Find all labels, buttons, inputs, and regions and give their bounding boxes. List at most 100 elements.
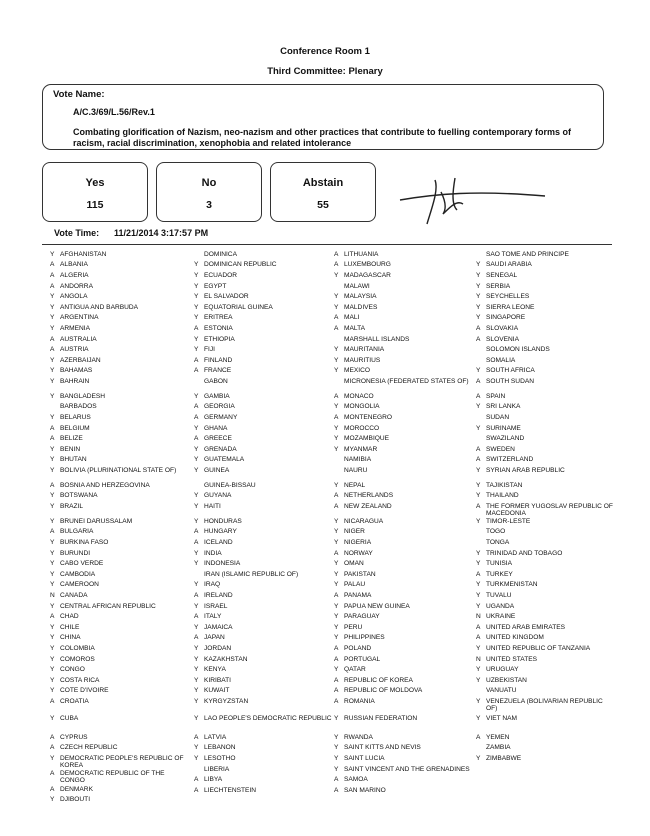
vote-mark: A [334,314,339,322]
vote-mark: Y [50,466,55,474]
country: FINLAND [204,356,233,364]
country: ALGERIA [60,271,89,279]
vote-row: SAO TOME AND PRINCIPE [476,250,614,261]
country: COMOROS [60,655,95,663]
country: SERBIA [486,282,511,290]
vote-mark: Y [194,623,199,631]
vote-mark-empty [194,572,204,581]
vote-mark-empty [476,540,486,549]
vote-mark: N [476,655,481,663]
vote-mark: Y [194,644,199,652]
vote-row: Y KAZAKHSTAN [194,655,332,666]
vote-row: A DEMOCRATIC REPUBLIC OF THE CONGO [50,770,188,785]
vote-mark: Y [194,676,199,684]
vote-mark: Y [334,271,339,279]
vote-mark: Y [334,528,339,536]
vote-row: A AUSTRIA [50,345,188,356]
signature [399,177,546,225]
vote-column: A LATVIA Y LEBANON Y LESOTHO LIBERIA A LIBYA A LIE… [194,733,332,797]
vote-mark: Y [194,271,199,279]
country: BELARUS [60,413,91,421]
vote-row: Y BENIN [50,445,188,456]
vote-mark: A [334,250,339,258]
vote-mark: Y [476,293,481,301]
vote-row: A CHAD [50,612,188,623]
vote-mark: Y [50,367,55,375]
vote-mark: A [50,346,55,354]
vote-mark: A [50,271,55,279]
country: NEPAL [344,481,366,489]
vote-mark: Y [194,293,199,301]
vote-row: A LITHUANIA [334,250,472,261]
vote-row: A PORTUGAL [334,655,472,666]
vote-mark: Y [50,714,55,722]
vote-row: Y SRI LANKA [476,403,614,414]
country: BURKINA FASO [60,538,109,546]
vote-mark: Y [50,303,55,311]
vote-mark-empty [194,379,204,388]
country: ZAMBIA [486,744,511,752]
country: SOMALIA [486,356,516,364]
vote-row: Y NICARAGUA [334,517,472,528]
country: TRINIDAD AND TOBAGO [486,549,563,557]
vote-row: Y BRAZIL [50,502,188,513]
vote-mark: Y [334,634,339,642]
vote-mark: Y [476,271,481,279]
vote-row: A BOSNIA AND HERZEGOVINA [50,481,188,492]
vote-mark: Y [476,492,481,500]
vote-row: N CANADA [50,591,188,602]
vote-row: Y GHANA [194,424,332,435]
country: GREECE [204,435,232,443]
count-label: No [201,177,217,189]
vote-row: Y TAJIKISTAN [476,481,614,492]
vote-row: Y CAMEROON [50,581,188,592]
vote-row: Y JORDAN [194,644,332,655]
vote-row: A ICELAND [194,538,332,549]
vote-row: Y ECUADOR [194,271,332,282]
vote-row: Y KENYA [194,665,332,676]
vote-mark: A [476,377,481,385]
vote-row: A SWITZERLAND [476,456,614,467]
vote-name-label: Vote Name: [53,89,105,100]
country: KYRGYZSTAN [204,697,249,705]
vote-row: VANUATU [476,687,614,698]
vote-mark: Y [476,481,481,489]
vote-mark: N [476,613,481,621]
country: PAKISTAN [344,570,376,578]
country: SENEGAL [486,271,518,279]
vote-row: Y MYANMAR [334,445,472,456]
vote-row: Y MALDIVES [334,303,472,314]
vote-row: A ESTONIA [194,324,332,335]
vote-mark: Y [194,314,199,322]
country: LUXEMBOURG [344,261,391,269]
vote-mark: A [334,644,339,652]
vote-row: Y OMAN [334,559,472,570]
country: PAPUA NEW GUINEA [344,602,410,610]
country: LIBERIA [204,765,230,773]
country: CZECH REPUBLIC [60,744,118,752]
country: HUNGARY [204,528,237,536]
vote-mark: A [194,403,199,411]
vote-mark-empty [334,379,344,388]
vote-column: Y NEPAL A NETHERLANDS A NEW ZEALAND [334,481,472,513]
vote-mark: A [334,324,339,332]
vote-mark: Y [334,403,339,411]
vote-row: Y COLOMBIA [50,644,188,655]
vote-row: Y URUGUAY [476,665,614,676]
vote-mark: Y [476,517,481,525]
vote-mark: Y [50,456,55,464]
divider [42,244,612,245]
vote-row: A MALI [334,314,472,325]
vote-column: A YEMEN ZAMBIA Y ZIMBABWE [476,733,614,765]
vote-mark: Y [50,754,55,762]
country: GEORGIA [204,403,235,411]
vote-row: Y NEPAL [334,481,472,492]
country: TURKMENISTAN [486,581,538,589]
vote-mark: Y [50,666,55,674]
vote-mark: Y [334,424,339,432]
vote-row: A BULGARIA [50,528,188,539]
vote-mark: Y [334,517,339,525]
vote-mark: Y [194,697,199,705]
vote-row: Y SEYCHELLES [476,292,614,303]
vote-row: Y BHUTAN [50,456,188,467]
